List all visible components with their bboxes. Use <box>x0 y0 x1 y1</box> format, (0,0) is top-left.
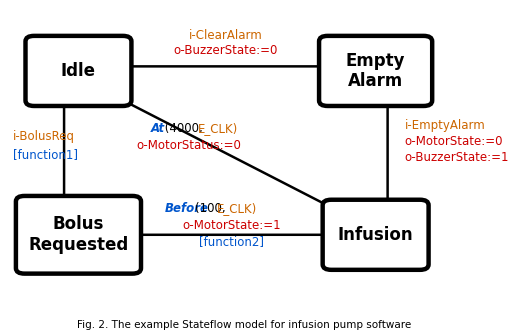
FancyBboxPatch shape <box>323 200 428 270</box>
Text: i-ClearAlarm: i-ClearAlarm <box>188 29 262 42</box>
Text: Infusion: Infusion <box>338 226 413 244</box>
Text: Fig. 2. The example Stateflow model for infusion pump software: Fig. 2. The example Stateflow model for … <box>77 320 411 330</box>
Text: E_CLK): E_CLK) <box>198 122 238 135</box>
FancyBboxPatch shape <box>319 36 432 106</box>
Text: o-MotorStatus:=0: o-MotorStatus:=0 <box>136 139 241 152</box>
Text: Before: Before <box>165 203 209 215</box>
Text: Empty
Alarm: Empty Alarm <box>346 51 405 90</box>
Text: o-MotorState:=0: o-MotorState:=0 <box>404 135 503 148</box>
Text: (4000,: (4000, <box>161 122 207 135</box>
Text: i-BolusReq: i-BolusReq <box>13 130 75 143</box>
FancyBboxPatch shape <box>26 36 131 106</box>
Text: [function2]: [function2] <box>200 235 264 248</box>
Text: i-EmptyAlarm: i-EmptyAlarm <box>404 119 485 132</box>
Text: [function1]: [function1] <box>13 148 78 161</box>
Text: At: At <box>150 122 164 135</box>
Text: Bolus
Requested: Bolus Requested <box>28 215 129 254</box>
FancyBboxPatch shape <box>16 196 141 274</box>
Text: o-BuzzerState:=0: o-BuzzerState:=0 <box>173 44 278 57</box>
Text: o-BuzzerState:=1: o-BuzzerState:=1 <box>404 151 509 164</box>
Text: Idle: Idle <box>61 62 96 80</box>
Text: (100,: (100, <box>195 203 229 215</box>
Text: E_CLK): E_CLK) <box>216 203 257 215</box>
Text: o-MotorState:=1: o-MotorState:=1 <box>183 218 281 232</box>
